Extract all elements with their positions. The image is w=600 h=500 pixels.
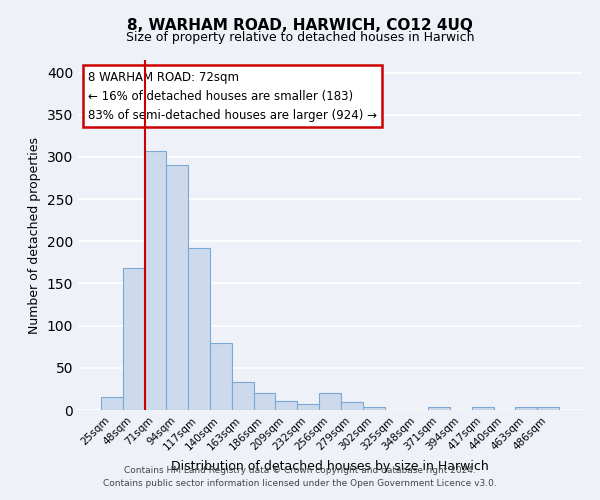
Bar bbox=[101, 396, 123, 410]
Text: Size of property relative to detached houses in Harwich: Size of property relative to detached ho… bbox=[126, 31, 474, 44]
Bar bbox=[275, 400, 297, 410]
Bar bbox=[188, 248, 210, 410]
Bar bbox=[515, 406, 537, 410]
Text: Contains HM Land Registry data © Crown copyright and database right 2024.
Contai: Contains HM Land Registry data © Crown c… bbox=[103, 466, 497, 487]
Bar bbox=[145, 151, 166, 410]
Bar bbox=[537, 408, 559, 410]
Y-axis label: Number of detached properties: Number of detached properties bbox=[28, 136, 41, 334]
Bar bbox=[428, 406, 450, 410]
Bar bbox=[254, 393, 275, 410]
Bar bbox=[319, 393, 341, 410]
Bar bbox=[472, 408, 494, 410]
Bar bbox=[341, 402, 363, 410]
Bar bbox=[166, 166, 188, 410]
Bar bbox=[232, 382, 254, 410]
Bar bbox=[363, 406, 385, 410]
X-axis label: Distribution of detached houses by size in Harwich: Distribution of detached houses by size … bbox=[171, 460, 489, 473]
Text: 8 WARHAM ROAD: 72sqm
← 16% of detached houses are smaller (183)
83% of semi-deta: 8 WARHAM ROAD: 72sqm ← 16% of detached h… bbox=[88, 70, 377, 122]
Text: 8, WARHAM ROAD, HARWICH, CO12 4UQ: 8, WARHAM ROAD, HARWICH, CO12 4UQ bbox=[127, 18, 473, 32]
Bar bbox=[123, 268, 145, 410]
Bar bbox=[297, 404, 319, 410]
Bar bbox=[210, 344, 232, 410]
